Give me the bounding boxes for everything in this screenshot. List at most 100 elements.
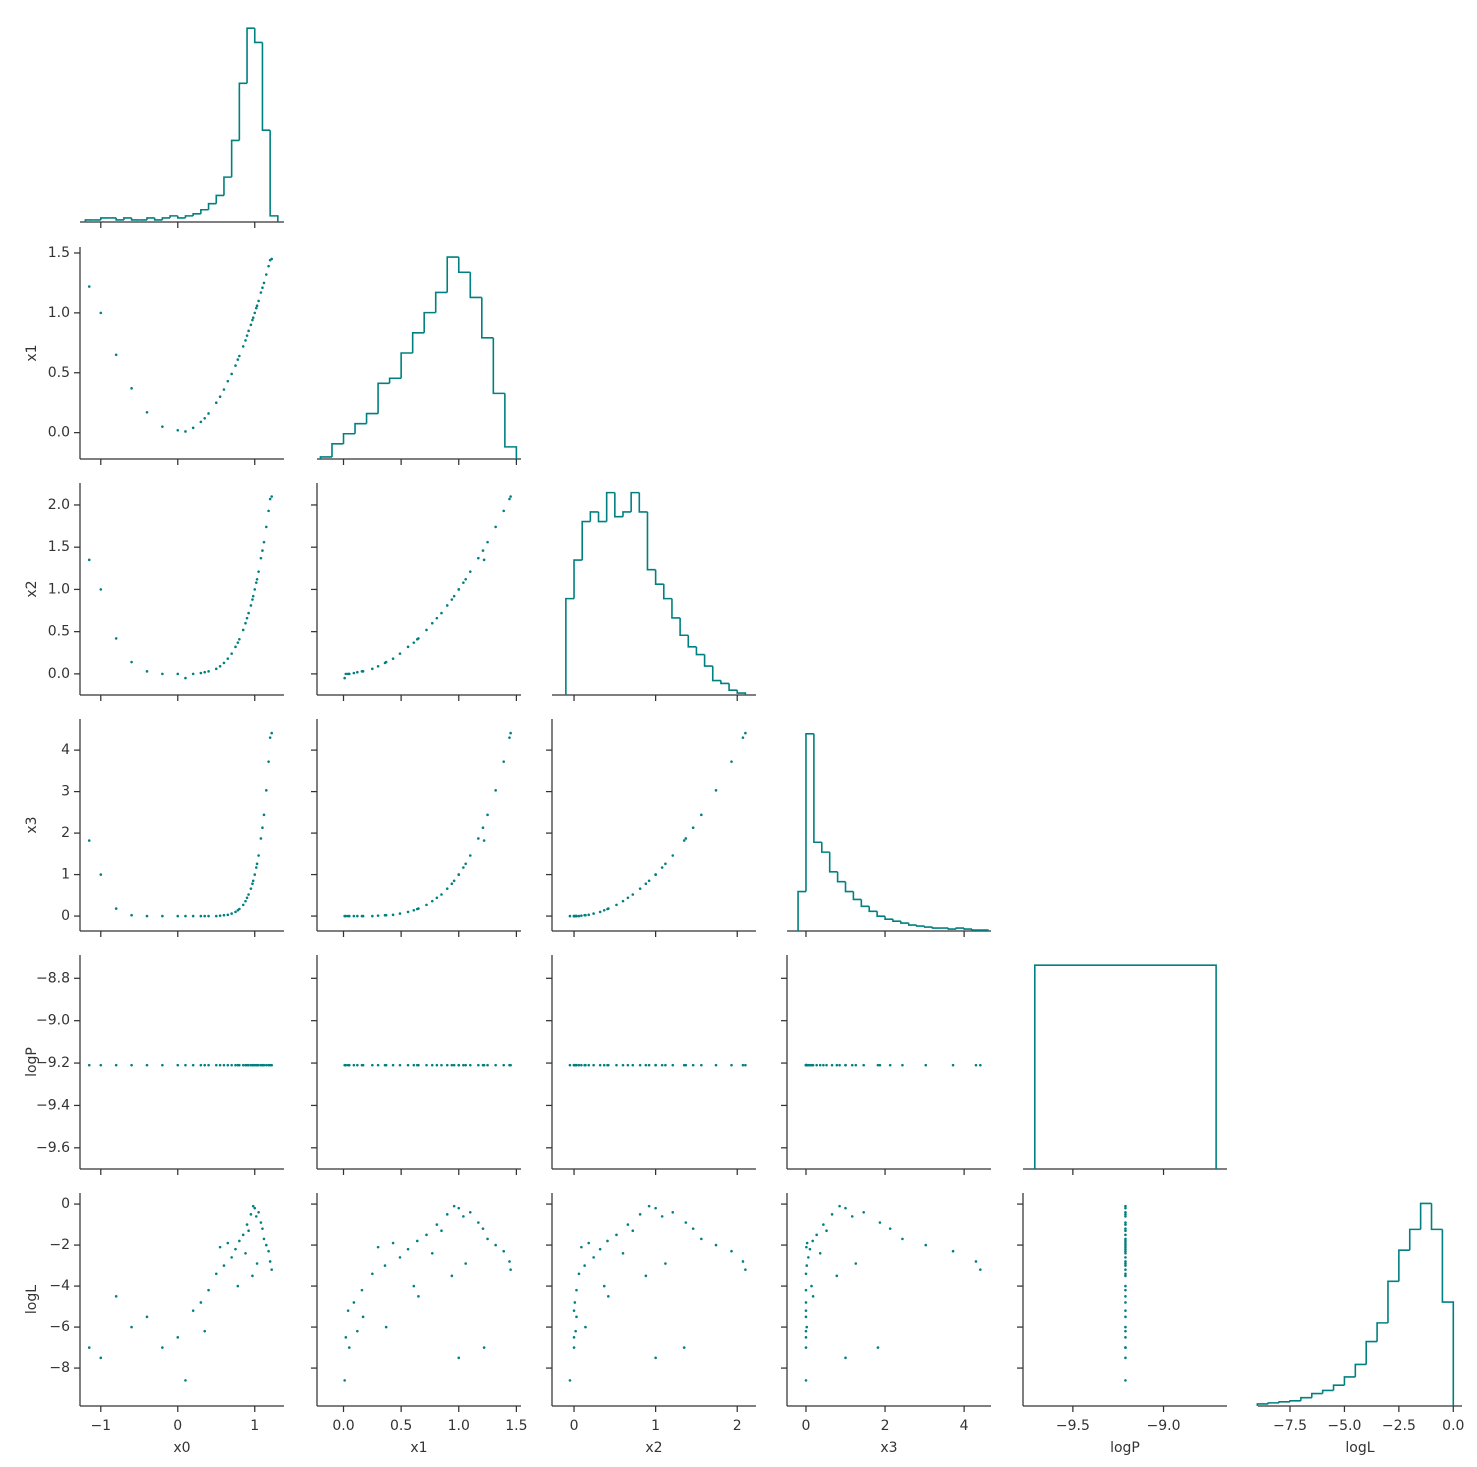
x-tick-label: 0.5 [390,1418,412,1434]
histogram-step [153,217,163,221]
scatter-point [241,1233,245,1237]
scatter-point [700,1063,703,1067]
y-tick-label: 0.0 [48,425,70,441]
scatter-point [815,1233,818,1237]
scatter-point [878,1221,882,1224]
scatter-point [804,1309,808,1312]
scatter-point [346,1309,350,1312]
scatter-point [261,1227,264,1230]
scatter-point [825,1229,828,1233]
scatter-point [854,1063,858,1067]
scatter-point [255,577,259,581]
scatter-point [1124,1264,1127,1267]
scatter-point [1124,1336,1127,1339]
scatter-point [203,416,207,420]
scatter-point [654,1206,657,1210]
scatter-point [808,1247,812,1251]
scatter-point [509,495,512,498]
scatter-point [730,1249,733,1253]
scatter-point [361,914,365,918]
x-tick-label: 1 [651,1418,660,1434]
y-tick-label: −9.0 [36,1013,70,1029]
histogram-step [703,654,713,667]
y-tick-label: 0 [61,1196,70,1212]
scatter-point [352,671,356,675]
scatter-point [249,1213,253,1216]
scatter-point [464,577,467,581]
histogram-step [146,217,155,220]
scatter-point [218,664,222,668]
scatter-point [1124,1288,1127,1292]
scatter-point [615,1233,618,1237]
scatter-point [844,1063,847,1067]
scatter-point [236,641,240,644]
scatter-point [356,1329,359,1333]
scatter-point [804,1336,808,1339]
histogram-step [907,923,917,926]
scatter-point [671,1063,675,1067]
scatter-point [744,1063,747,1067]
scatter-point [1124,1295,1127,1298]
scatter-point [344,1336,348,1339]
scatter-point [804,1272,808,1276]
y-axis-label: logL [24,1285,40,1314]
scatter-point [161,1063,164,1067]
scatter-point [241,628,245,632]
scatter-point [376,1245,380,1249]
y-tick-label: 1.0 [48,581,70,597]
scatter-point [257,570,260,573]
scatter-point [238,637,241,641]
scatter-point [486,813,489,817]
histogram-step [828,852,838,873]
scatter-point [876,1063,880,1067]
scatter-point [199,914,203,918]
scatter-point [486,1237,489,1241]
scatter-point [130,1325,133,1329]
scatter-point [391,1241,395,1245]
scatter-point [207,412,210,415]
scatter-point [1124,1204,1127,1208]
scatter-point [254,581,258,584]
y-tick-label: 3 [61,784,70,800]
histogram-step [622,511,632,517]
scatter-point [440,1063,443,1067]
scatter-point [264,789,268,792]
y-tick-label: −9.4 [36,1097,70,1113]
x-axis-label: logP [1110,1440,1140,1456]
scatter-point [509,1268,512,1271]
scatter-point [249,887,253,890]
scatter-point [481,826,485,829]
scatter-point [644,1274,648,1278]
scatter-point [1124,1256,1127,1259]
histogram-step [123,217,132,220]
scatter-point [671,1210,675,1214]
scatter-point [356,670,359,674]
x-tick-label: 1 [250,1418,259,1434]
scatter-point [352,914,356,918]
x-tick-label: 0 [570,1418,579,1434]
scatter-point [486,540,489,544]
histogram-step [979,929,989,931]
y-tick-label: 0 [61,908,70,924]
histogram-step [589,511,599,522]
scatter-point [214,667,218,671]
scatter-point [450,1274,454,1278]
histogram-step [955,927,965,930]
histogram-step [876,911,886,918]
scatter-point [838,1204,841,1208]
scatter-point [445,604,449,607]
histogram-step [269,130,279,222]
scatter-point [244,621,247,625]
scatter-point [259,291,263,294]
scatter-point [671,854,675,857]
histogram-step [238,82,248,141]
scatter-point [730,760,733,764]
scatter-point [199,1301,203,1304]
scatter-point [356,914,359,918]
histogram-step [1430,1203,1443,1231]
scatter-point [862,1063,865,1067]
histogram-step [892,919,901,922]
scatter-point [425,628,428,632]
scatter-point [509,731,512,735]
scatter-point [259,1221,263,1224]
